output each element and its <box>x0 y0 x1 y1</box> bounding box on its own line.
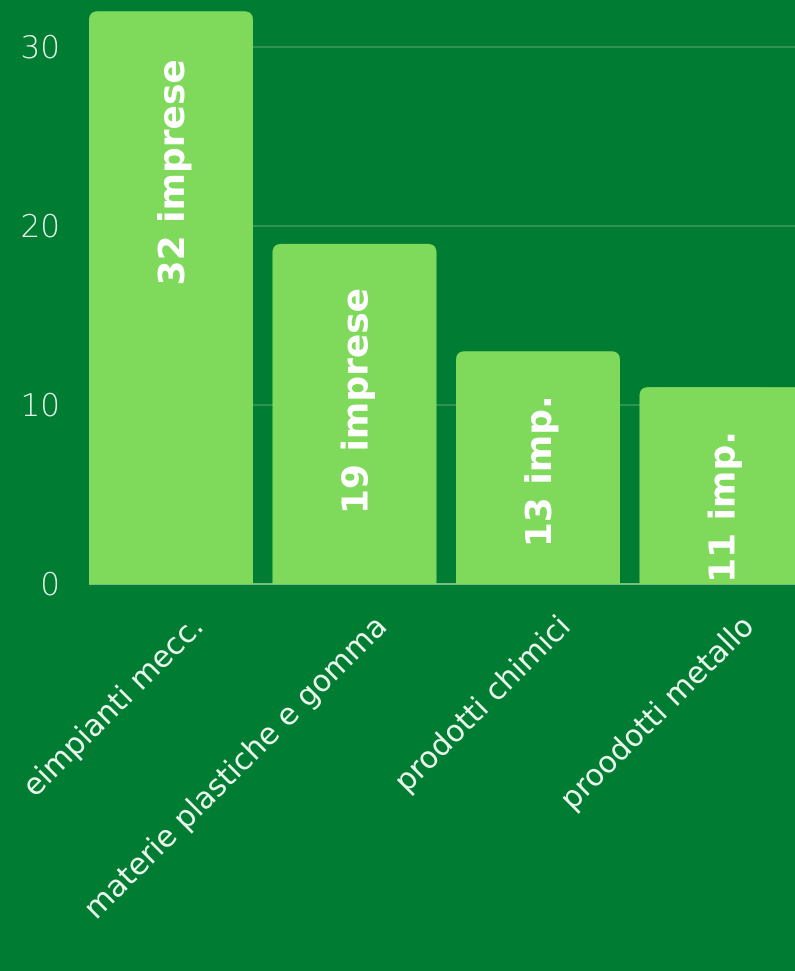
bar <box>639 387 795 584</box>
y-tick-label: 10 <box>21 388 60 424</box>
x-tick-label: eimpianti mecc. <box>16 609 211 804</box>
x-tick-label: proodotti metallo <box>553 609 761 817</box>
x-tick-label: materie plastiche e gomma <box>77 609 394 926</box>
bar-value-labels: 32 imprese 19 imprese 13 imp. 11 imp. <box>152 59 744 583</box>
bar-value-label: 19 imprese <box>336 288 377 514</box>
bar <box>89 11 253 584</box>
bars <box>89 11 795 584</box>
y-tick-label: 20 <box>21 209 60 245</box>
bar-value-label: 32 imprese <box>152 59 193 285</box>
x-axis-ticks: eimpianti mecc.materie plastiche e gomma… <box>16 609 761 926</box>
y-tick-label: 30 <box>21 30 60 66</box>
x-tick-label: prodotti chimici <box>387 609 577 799</box>
y-tick-label: 0 <box>40 567 60 603</box>
bar-value-label: 11 imp. <box>703 431 744 583</box>
bar-value-label: 13 imp. <box>519 395 560 547</box>
y-axis-ticks: 0 10 20 30 <box>21 30 60 603</box>
bar <box>272 243 437 584</box>
bar <box>456 351 620 584</box>
